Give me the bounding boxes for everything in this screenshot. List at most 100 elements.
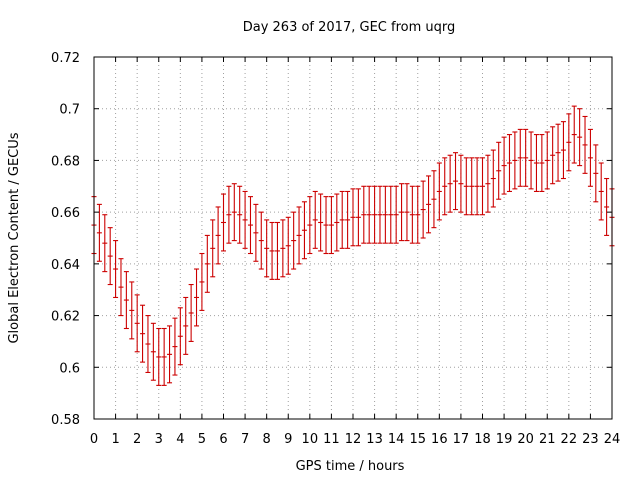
data-point (388, 185, 394, 244)
x-tick-label: 20 (517, 432, 534, 447)
data-point (231, 183, 237, 242)
data-point (210, 219, 216, 278)
data-point (453, 152, 459, 211)
data-point (269, 221, 275, 280)
data-point (264, 219, 270, 278)
data-point (237, 185, 243, 244)
x-tick-label: 6 (219, 432, 227, 447)
data-point (436, 162, 442, 221)
x-tick-label: 9 (284, 432, 292, 447)
data-point (469, 157, 475, 216)
x-tick-label: 17 (453, 432, 470, 447)
data-point (523, 128, 529, 187)
data-point (366, 185, 372, 244)
x-tick-label: 21 (539, 432, 556, 447)
data-point (291, 211, 297, 270)
data-point (566, 113, 572, 172)
data-point (318, 193, 324, 252)
data-point (312, 190, 318, 249)
x-tick-label: 22 (561, 432, 578, 447)
data-point (140, 304, 146, 363)
data-point (463, 157, 469, 216)
x-tick-label: 4 (176, 432, 184, 447)
data-point (355, 188, 361, 247)
chart-title: Day 263 of 2017, GEC from uqrg (243, 20, 456, 35)
data-point (415, 185, 421, 244)
data-point (582, 115, 588, 174)
data-point (560, 121, 566, 180)
x-tick-label: 7 (241, 432, 249, 447)
data-point (156, 327, 162, 386)
data-point (539, 134, 545, 193)
data-point (474, 157, 480, 216)
data-point (253, 203, 259, 262)
x-tick-label: 18 (474, 432, 491, 447)
data-point (345, 190, 351, 249)
x-tick-label: 2 (133, 432, 141, 447)
data-point (172, 317, 178, 376)
data-point (490, 149, 496, 208)
data-point (506, 134, 512, 193)
data-point (285, 216, 291, 275)
data-point (409, 185, 415, 244)
data-point (339, 190, 345, 249)
data-point (426, 175, 432, 234)
data-point (458, 154, 464, 213)
data-point (307, 196, 313, 255)
data-point (102, 214, 108, 273)
x-tick-label: 15 (409, 432, 426, 447)
x-tick-label: 8 (263, 432, 271, 447)
y-tick-label: 0.64 (51, 258, 80, 273)
data-point (177, 307, 183, 366)
x-tick-label: 1 (111, 432, 119, 447)
data-point (555, 123, 561, 182)
data-point (123, 271, 129, 330)
data-point (194, 268, 200, 327)
data-point (496, 141, 502, 200)
data-point (361, 185, 367, 244)
x-tick-label: 13 (366, 432, 383, 447)
data-point (447, 154, 453, 213)
data-point (323, 196, 329, 255)
data-point (145, 315, 151, 374)
x-axis-label: GPS time / hours (296, 459, 405, 474)
data-point (134, 294, 140, 353)
y-axis-label: Global Electron Content / GECUs (7, 132, 22, 343)
data-point (544, 131, 550, 190)
data-point (533, 134, 539, 193)
data-point (393, 185, 399, 244)
data-point (188, 283, 194, 342)
data-point (382, 185, 388, 244)
data-point (528, 131, 534, 190)
x-tick-label: 11 (323, 432, 340, 447)
data-point (593, 144, 599, 203)
data-point (550, 126, 556, 185)
x-tick-label: 19 (496, 432, 513, 447)
data-point (350, 188, 356, 247)
data-point (442, 157, 448, 216)
tick-layer (93, 56, 613, 420)
tick-label-layer: 0 1 2 3 4 5 6 7 8 9 10 11 12 13 14 15 16 17 18 19 20 21 22 23 24… (51, 51, 620, 447)
x-tick-label: 12 (345, 432, 362, 447)
data-point (118, 258, 124, 317)
data-point (328, 196, 334, 255)
data-point (107, 227, 113, 286)
data-point (226, 185, 232, 244)
data-point (129, 281, 135, 340)
y-tick-label: 0.62 (51, 310, 80, 325)
data-point (485, 154, 491, 213)
data-layer (91, 105, 615, 386)
data-point (150, 322, 156, 381)
data-point (296, 206, 302, 265)
x-tick-label: 10 (302, 432, 319, 447)
data-point (167, 325, 173, 384)
x-tick-label: 14 (388, 432, 405, 447)
data-point (512, 131, 518, 190)
x-tick-label: 5 (198, 432, 206, 447)
x-tick-label: 24 (604, 432, 621, 447)
data-point (242, 190, 248, 249)
y-tick-label: 0.6 (59, 361, 80, 376)
data-point (204, 234, 210, 293)
data-point (215, 206, 221, 265)
